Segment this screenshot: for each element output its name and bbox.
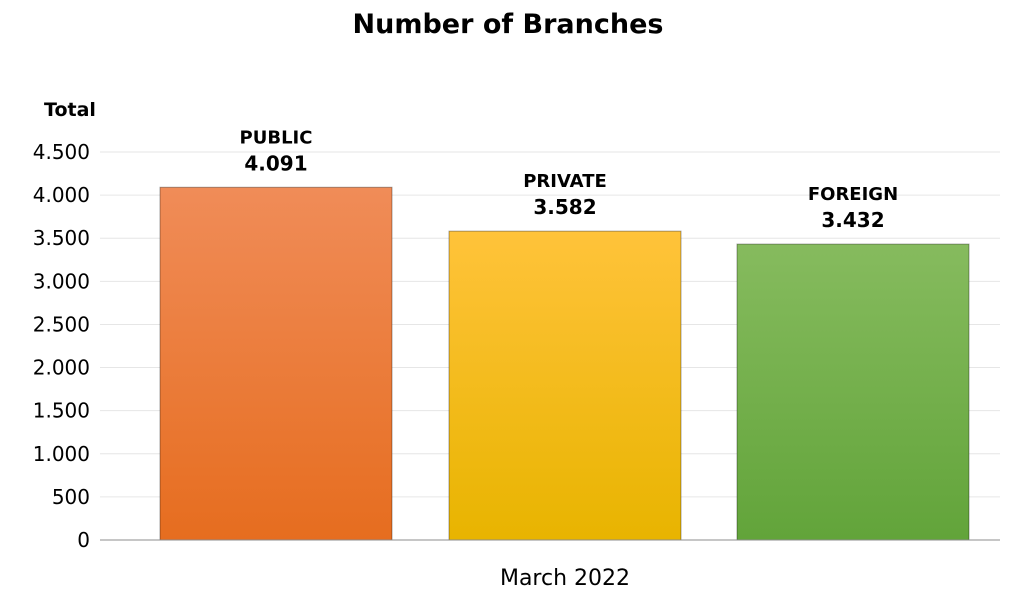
bar-labels: PUBLIC 4.091 PRIVATE 3.582 FOREIGN 3.432	[240, 127, 899, 232]
bar-category-label: FOREIGN	[808, 184, 898, 205]
y-axis-label: Total	[44, 99, 96, 121]
chart-title: Number of Branches	[353, 9, 664, 40]
y-tick-label: 3.500	[33, 226, 90, 250]
bar-value-label: 3.582	[533, 195, 596, 219]
bars	[159, 186, 970, 541]
y-tick-label: 1.000	[33, 442, 90, 466]
y-tick-label: 2.500	[33, 312, 90, 336]
bar-value-label: 4.091	[244, 151, 307, 175]
bar-private	[448, 230, 682, 541]
y-tick-label: 4.000	[33, 183, 90, 207]
y-tick-label: 1.500	[33, 399, 90, 423]
y-tick-label: 0	[77, 528, 90, 552]
bar-foreign	[736, 243, 970, 541]
y-axis-ticks: 0 500 1.000 1.500 2.000 2.500 3.000 3.500 4.000 4…	[33, 140, 90, 552]
bar-value-label: 3.432	[821, 208, 884, 232]
y-tick-label: 500	[52, 485, 90, 509]
bar-public	[159, 186, 393, 541]
y-tick-label: 3.000	[33, 269, 90, 293]
bar-category-label: PUBLIC	[240, 127, 313, 148]
y-tick-label: 2.000	[33, 356, 90, 380]
x-axis-label: March 2022	[500, 566, 630, 591]
y-tick-label: 4.500	[33, 140, 90, 164]
bar-category-label: PRIVATE	[523, 171, 607, 192]
